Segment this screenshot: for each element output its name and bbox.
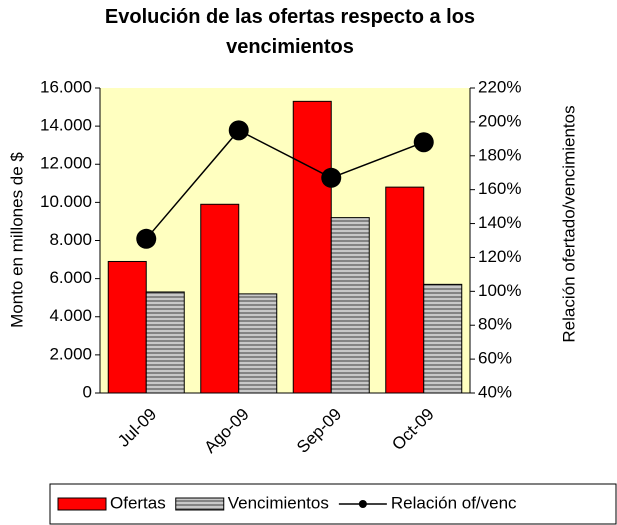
- x-tick-label: Sep-09: [293, 405, 345, 457]
- y2-tick-label: 100%: [478, 281, 521, 300]
- y-tick-label: 14.000: [40, 116, 92, 135]
- y-tick-label: 8.000: [49, 230, 92, 249]
- y-tick-label: 12.000: [40, 154, 92, 173]
- line-point: [228, 120, 249, 141]
- y-tick-label: 4.000: [49, 306, 92, 325]
- legend-swatch: [57, 497, 107, 511]
- bar: [423, 283, 463, 394]
- line-point: [136, 228, 157, 249]
- bar: [145, 291, 185, 394]
- legend-swatch: [175, 497, 225, 511]
- bar: [200, 203, 240, 394]
- bar: [292, 100, 332, 394]
- y-axis-label: Monto en millones de $: [7, 152, 26, 328]
- title-box: Evolución de las ofertas respecto a los …: [104, 6, 476, 58]
- y-tick-label: 16.000: [40, 77, 92, 96]
- line-point: [321, 167, 342, 188]
- bar: [107, 260, 147, 394]
- y2-tick-label: 180%: [478, 145, 521, 164]
- y2-tick-label: 120%: [478, 247, 521, 266]
- legend-label: Vencimientos: [228, 493, 329, 512]
- y-tick-label: 6.000: [49, 268, 92, 287]
- y2-tick-label: 40%: [478, 382, 512, 401]
- line: [145, 129, 425, 240]
- legend-box: [49, 483, 617, 525]
- y2-tick-label: 200%: [478, 111, 521, 130]
- y-tick-label: 10.000: [40, 192, 92, 211]
- legend-dot: [358, 500, 367, 508]
- bar: [330, 217, 370, 394]
- y2-axis-label: Relación ofertado/vencimientos: [559, 105, 578, 342]
- x-tick-label: Oct-09: [388, 405, 438, 455]
- x-tick-label: Jul-09: [114, 405, 160, 451]
- bar: [385, 186, 425, 394]
- legend-label: Ofertas: [110, 493, 166, 512]
- y2-tick-label: 60%: [478, 349, 512, 368]
- legend-label: Relación of/venc: [391, 493, 517, 512]
- chart-title: Evolución de las ofertas respecto a los …: [104, 6, 476, 58]
- y-tick-label: 0: [83, 382, 92, 401]
- line-point: [413, 132, 434, 153]
- y2-tick-label: 140%: [478, 213, 521, 232]
- y2-tick-label: 160%: [478, 179, 521, 198]
- y-tick-label: 2.000: [49, 344, 92, 363]
- y2-tick-label: 80%: [478, 315, 512, 334]
- y2-tick-label: 220%: [478, 77, 521, 96]
- x-tick-label: Ago-09: [201, 405, 253, 457]
- bar: [238, 293, 278, 394]
